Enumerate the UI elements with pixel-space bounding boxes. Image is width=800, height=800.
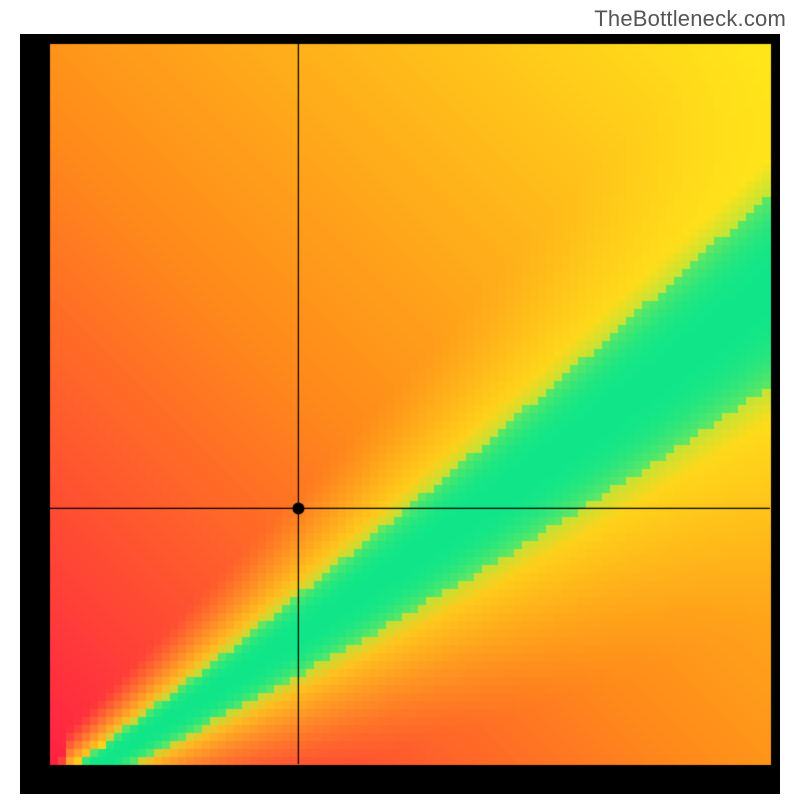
heatmap-canvas [20,34,780,794]
watermark-text: TheBottleneck.com [594,6,786,32]
heatmap-chart [20,34,780,794]
